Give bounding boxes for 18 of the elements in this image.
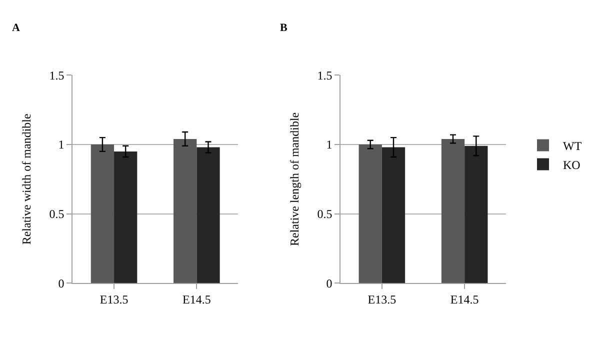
y-tick-label: 0 xyxy=(326,276,332,290)
x-tick-label: E14.5 xyxy=(182,292,211,307)
chart-title: A xyxy=(12,22,20,34)
y-tick-label: 1 xyxy=(58,138,64,152)
y-tick-label: 1.5 xyxy=(317,68,332,82)
y-axis-title: Relative length of mandible xyxy=(288,112,302,246)
y-tick-label: 1 xyxy=(326,138,332,152)
chart-title: B xyxy=(280,22,288,34)
x-tick-label: E14.5 xyxy=(450,292,479,307)
y-tick-label: 1.5 xyxy=(49,68,64,82)
x-tick-label: E13.5 xyxy=(368,292,396,307)
legend-label: KO xyxy=(563,158,581,172)
legend-label: WT xyxy=(563,138,582,153)
x-tick-label: E13.5 xyxy=(100,292,128,307)
y-tick-label: 0 xyxy=(58,276,64,290)
y-tick-label: 0.5 xyxy=(49,207,64,222)
y-axis-title: Relative width of mandible xyxy=(20,114,34,245)
y-tick-label: 0.5 xyxy=(317,207,332,222)
